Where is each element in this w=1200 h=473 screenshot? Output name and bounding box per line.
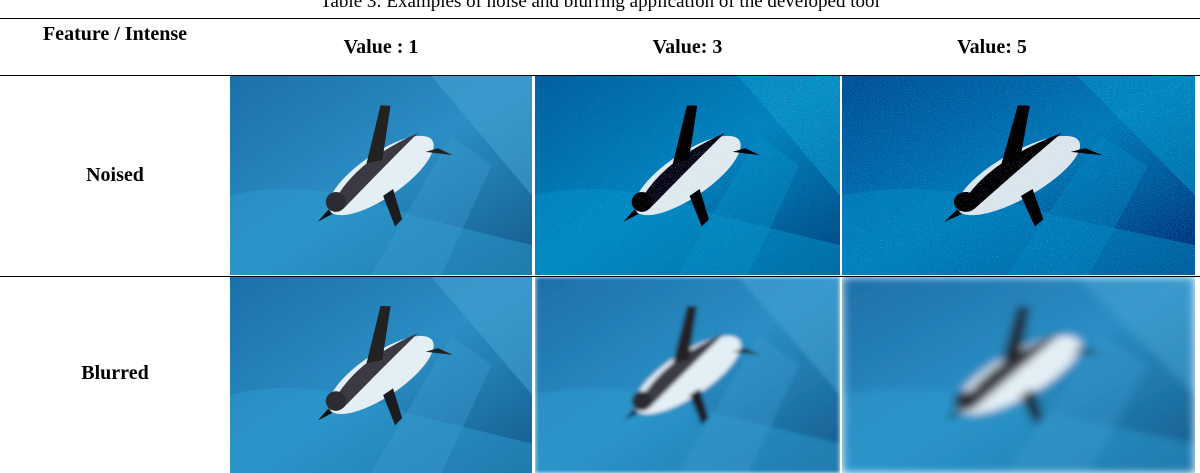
blurred-value-5 — [842, 277, 1195, 473]
blurred-value-3 — [535, 277, 840, 473]
noised-value-3 — [535, 76, 840, 275]
noised-value-5 — [842, 76, 1195, 275]
page: Table 3: Examples of noise and blurring … — [0, 0, 1200, 473]
image-grid — [0, 0, 1200, 473]
blurred-value-1 — [230, 277, 532, 473]
rule — [0, 276, 1200, 277]
noised-value-1 — [230, 76, 532, 275]
